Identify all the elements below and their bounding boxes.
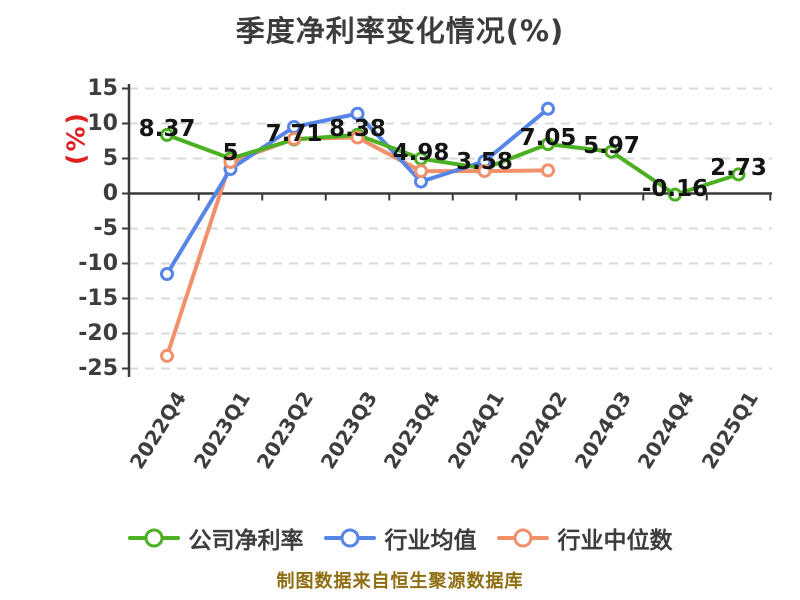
y-tick-label: 10 <box>87 110 118 136</box>
legend-marker-icon <box>496 527 549 549</box>
y-tick-label: -10 <box>78 250 118 276</box>
series-line-company-net-margin <box>165 132 741 197</box>
legend-marker-icon <box>323 527 376 549</box>
y-tick-label: 15 <box>87 75 118 101</box>
data-point-industry-median <box>350 130 365 145</box>
y-tick-label: 5 <box>102 145 118 171</box>
legend-label: 行业均值 <box>384 528 477 554</box>
data-point-company-net-margin <box>604 144 619 159</box>
data-point-label-company-net-margin: 8.38 <box>329 115 386 142</box>
data-point-label-company-net-margin: 5 <box>222 139 239 166</box>
data-point-company-net-margin <box>731 167 746 182</box>
legend-item-company-net-margin: 公司净利率 <box>127 521 304 555</box>
data-point-industry-median <box>541 163 555 178</box>
data-point-industry-mean <box>160 267 174 281</box>
data-source-note: 制图数据来自恒生聚源数据库 <box>276 571 524 592</box>
y-tick-label: -5 <box>93 215 118 241</box>
data-point-label-company-net-margin: 8.37 <box>138 115 196 142</box>
legend-item-industry-mean: 行业均值 <box>323 521 477 555</box>
legend-item-industry-median: 行业中位数 <box>496 521 673 555</box>
data-point-label-company-net-margin: 5.97 <box>583 132 640 159</box>
data-point-industry-mean <box>541 101 555 116</box>
data-point-industry-median <box>287 131 301 146</box>
chart-title: 季度净利率变化情况(%) <box>235 14 565 48</box>
data-point-industry-median <box>223 155 238 169</box>
legend-marker-icon <box>127 527 180 549</box>
y-tick-label: -20 <box>78 320 118 346</box>
data-point-label-company-net-margin: 7.05 <box>519 125 577 152</box>
data-point-company-net-margin <box>160 127 174 142</box>
legend-label: 公司净利率 <box>188 528 304 554</box>
data-point-label-company-net-margin: 4.98 <box>392 139 450 166</box>
data-point-company-net-margin <box>541 137 555 152</box>
data-point-label-company-net-margin: 7.71 <box>265 120 323 147</box>
legend: 公司净利率 行业均值 行业中位数 <box>0 520 800 556</box>
data-point-industry-mean <box>350 106 365 121</box>
data-point-label-company-net-margin: -0.16 <box>641 175 709 202</box>
y-tick-label: 0 <box>102 180 118 206</box>
data-point-industry-median <box>414 164 428 179</box>
y-tick-label: -15 <box>78 285 118 311</box>
y-tick-label: -25 <box>78 355 118 381</box>
data-point-industry-median <box>477 164 492 179</box>
data-point-label-company-net-margin: 3.58 <box>456 149 513 176</box>
data-point-industry-median <box>160 348 174 363</box>
data-point-company-net-margin <box>668 187 682 202</box>
data-point-label-company-net-margin: 2.73 <box>710 155 767 182</box>
legend-label: 行业中位数 <box>557 528 673 554</box>
